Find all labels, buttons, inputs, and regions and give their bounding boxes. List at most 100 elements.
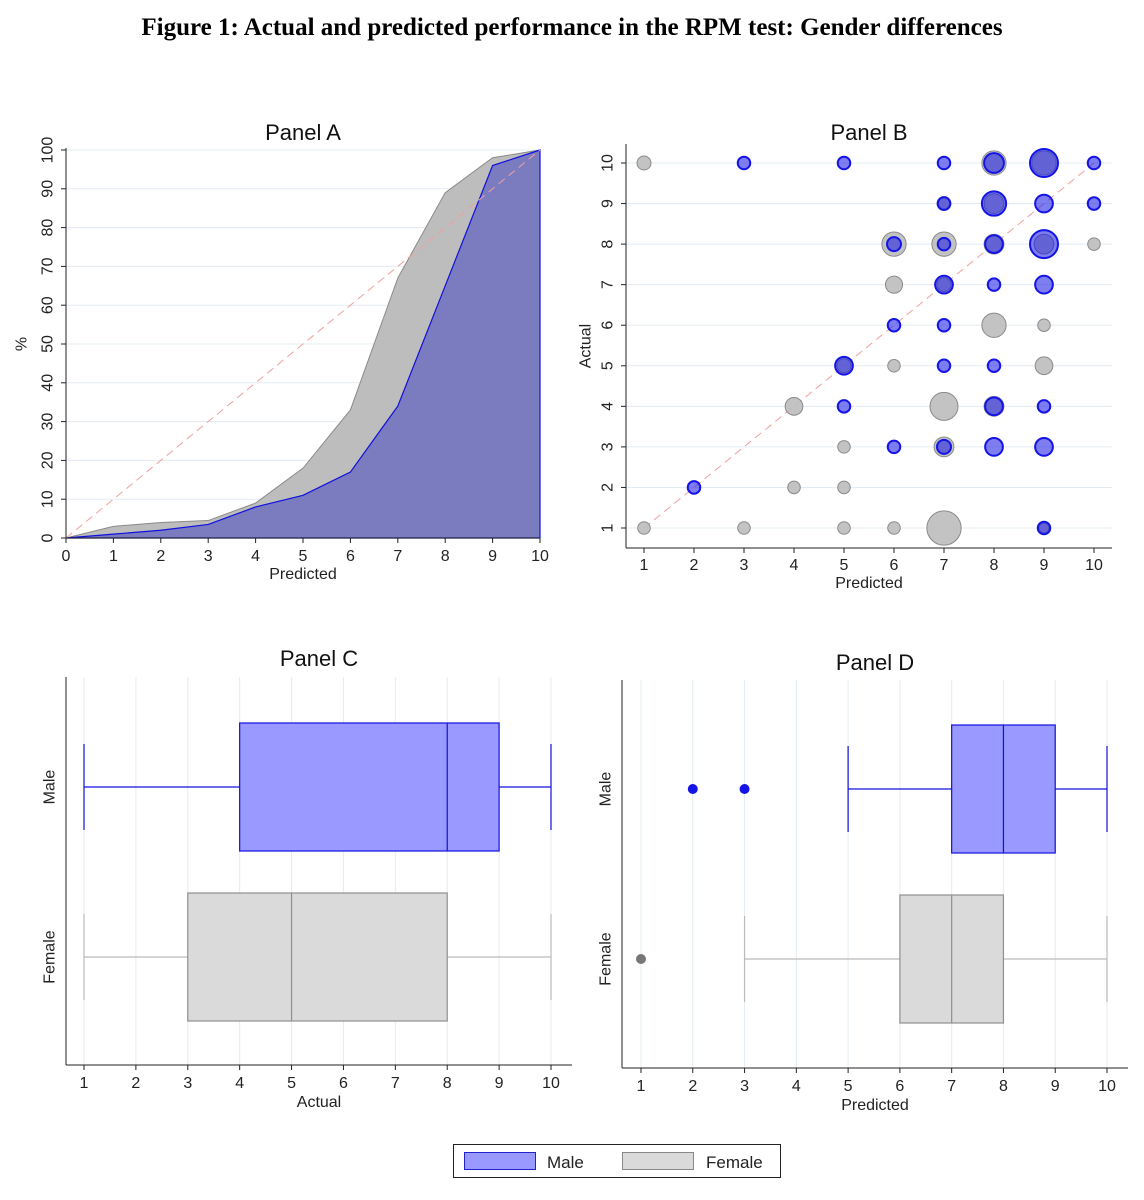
point-male <box>834 355 854 376</box>
x-tick-label: 8 <box>999 1078 1008 1095</box>
x-tick-label: 1 <box>80 1075 89 1092</box>
x-tick-label: 2 <box>131 1075 140 1092</box>
x-axis-title: Predicted <box>841 1097 909 1114</box>
point-male <box>886 236 902 253</box>
x-tick-label: 10 <box>1085 557 1103 574</box>
point-female <box>837 521 851 535</box>
outlier-female <box>636 954 646 964</box>
point-female <box>784 396 804 416</box>
point-male <box>836 399 852 414</box>
point-female <box>837 440 851 454</box>
point-male <box>984 234 1004 254</box>
x-tick-label: 7 <box>947 1078 956 1095</box>
y-tick-label: 30 <box>40 413 57 431</box>
y-tick-label: 0 <box>40 533 57 542</box>
point-male <box>1029 148 1059 178</box>
point-male <box>1036 520 1052 536</box>
point-male <box>936 236 952 252</box>
box-female <box>187 892 448 1022</box>
x-tick-label: 4 <box>251 548 260 565</box>
panel-c-chart: Panel C Male Female 1 2 3 4 5 6 7 8 9 10 Actual <box>42 646 572 1111</box>
y-tick-label: 70 <box>40 257 57 275</box>
x-tick-label: 6 <box>346 548 355 565</box>
x-tick-label: 9 <box>1040 557 1049 574</box>
point-female <box>1087 237 1101 251</box>
point-male <box>936 155 952 171</box>
y-tick-label: 10 <box>600 154 617 172</box>
panel-d-title: Panel D <box>836 650 914 675</box>
x-tick-label: 2 <box>688 1078 697 1095</box>
x-tick-label: 9 <box>495 1075 504 1092</box>
y-tick-label: 20 <box>40 451 57 469</box>
y-tick-label: 5 <box>600 361 617 370</box>
point-male <box>986 277 1002 292</box>
x-tick-label: 2 <box>156 548 165 565</box>
point-male <box>1034 437 1054 457</box>
x-axis-title: Predicted <box>269 566 337 583</box>
y-tick-label: 10 <box>40 490 57 508</box>
x-tick-label: 7 <box>391 1075 400 1092</box>
point-male <box>836 155 852 171</box>
x-tick-label: 5 <box>287 1075 296 1092</box>
y-tick-label: 4 <box>600 402 617 411</box>
y-tick-label: 40 <box>40 374 57 392</box>
point-male <box>936 196 952 211</box>
point-male <box>936 317 952 333</box>
panel-a-chart: Panel A0 1 2 3 4 5 6 7 8 9 10010203040506070809010… <box>14 120 550 583</box>
x-tick-label: 3 <box>183 1075 192 1092</box>
x-tick-label: 4 <box>790 557 799 574</box>
y-tick-label: 7 <box>600 280 617 289</box>
point-female <box>637 521 651 535</box>
point-female <box>884 275 904 294</box>
category-label-female: Female <box>42 930 59 983</box>
box-male <box>239 722 500 852</box>
point-male <box>936 358 952 374</box>
point-male <box>736 155 752 171</box>
panel-b-title: Panel B <box>830 120 907 145</box>
x-tick-label: 3 <box>740 557 749 574</box>
x-tick-label: 10 <box>542 1075 560 1092</box>
legend-swatch-female <box>622 1152 694 1170</box>
category-label-male: Male <box>598 772 615 807</box>
x-tick-label: 5 <box>840 557 849 574</box>
point-male <box>1034 274 1054 295</box>
x-tick-label: 1 <box>637 1078 646 1095</box>
x-axis-title: Actual <box>297 1094 341 1111</box>
point-female <box>929 391 959 421</box>
panel-a-title: Panel A <box>265 120 341 145</box>
point-female <box>737 521 751 535</box>
legend-swatch-male <box>464 1152 536 1170</box>
point-male <box>983 152 1005 174</box>
x-tick-label: 1 <box>640 557 649 574</box>
point-male <box>1036 399 1052 414</box>
point-female <box>636 155 652 171</box>
point-female <box>837 480 851 495</box>
point-male <box>984 437 1004 457</box>
y-tick-label: 8 <box>600 240 617 249</box>
point-male <box>1034 193 1054 214</box>
point-male <box>886 439 902 455</box>
legend-label-female: Female <box>706 1153 763 1172</box>
y-tick-label: 9 <box>600 199 617 208</box>
x-tick-label: 4 <box>235 1075 244 1092</box>
x-tick-label: 6 <box>895 1078 904 1095</box>
x-tick-label: 10 <box>1098 1078 1116 1095</box>
point-female <box>887 359 901 373</box>
x-tick-label: 7 <box>393 548 402 565</box>
y-axis-title: % <box>14 337 31 351</box>
y-tick-label: 3 <box>600 442 617 451</box>
y-tick-label: 50 <box>40 335 57 353</box>
legend-label-male: Male <box>547 1153 584 1172</box>
y-tick-label: 60 <box>40 296 57 314</box>
diagonal-reference-line <box>65 149 541 539</box>
y-tick-label: 80 <box>40 219 57 237</box>
x-tick-label: 10 <box>531 548 549 565</box>
panel-b-chart: Panel B 1 2 3 4 5 6 7 8 9 10 1 2 3 4 5 6 7 8 9 10 Predicted Ac… <box>578 120 1112 592</box>
x-tick-label: 6 <box>890 557 899 574</box>
point-female <box>887 521 901 535</box>
point-female <box>1037 318 1051 332</box>
point-male <box>886 317 902 333</box>
point-male <box>936 438 952 455</box>
point-male <box>980 190 1008 217</box>
point-male <box>984 396 1004 417</box>
